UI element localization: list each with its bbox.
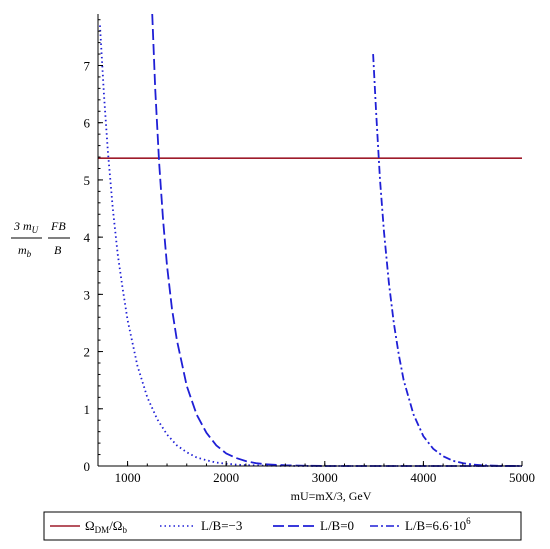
series-line-1: [99, 25, 522, 467]
legend-label-lb-0: L/B=0: [320, 518, 354, 533]
legend-label-omega: ΩDM/Ωb: [85, 518, 127, 535]
ylabel-fraction2-numerator: FB: [50, 219, 66, 233]
x-tick-label-3000: 3000: [312, 470, 338, 485]
series-line-2: [151, 13, 522, 467]
ylabel-fraction2-denominator: B: [54, 243, 62, 257]
y-tick-label-2: 2: [84, 345, 91, 360]
x-tick-label-4000: 4000: [410, 470, 436, 485]
y-tick-label-5: 5: [84, 173, 91, 188]
x-tick-label-1000: 1000: [115, 470, 141, 485]
y-tick-label-7: 7: [84, 58, 91, 73]
y-tick-label-6: 6: [84, 116, 91, 131]
x-tick-label-5000: 5000: [509, 470, 535, 485]
x-tick-label-2000: 2000: [213, 470, 239, 485]
y-tick-label-1: 1: [84, 402, 91, 417]
ylabel-denominator: mb: [18, 243, 32, 259]
y-axis-label: 3 mU mb FB B: [11, 219, 70, 259]
x-axis-label: mU=mX/3, GeV: [291, 489, 372, 503]
legend: ΩDM/Ωb L/B=−3 L/B=0 L/B=6.6·106: [43, 511, 522, 541]
legend-label-lb-minus3: L/B=−3: [201, 518, 242, 533]
y-tick-label-0: 0: [84, 459, 91, 474]
plot-area: 1000 2000 3000 4000 5000 0 1 2 3 4 5 6 7: [84, 13, 535, 485]
legend-label-lb-6e6: L/B=6.6·106: [405, 516, 471, 533]
y-tick-label-4: 4: [84, 230, 91, 245]
ylabel-numerator: 3 mU: [13, 219, 39, 235]
y-tick-label-3: 3: [84, 287, 91, 302]
series-line-3: [372, 54, 523, 467]
